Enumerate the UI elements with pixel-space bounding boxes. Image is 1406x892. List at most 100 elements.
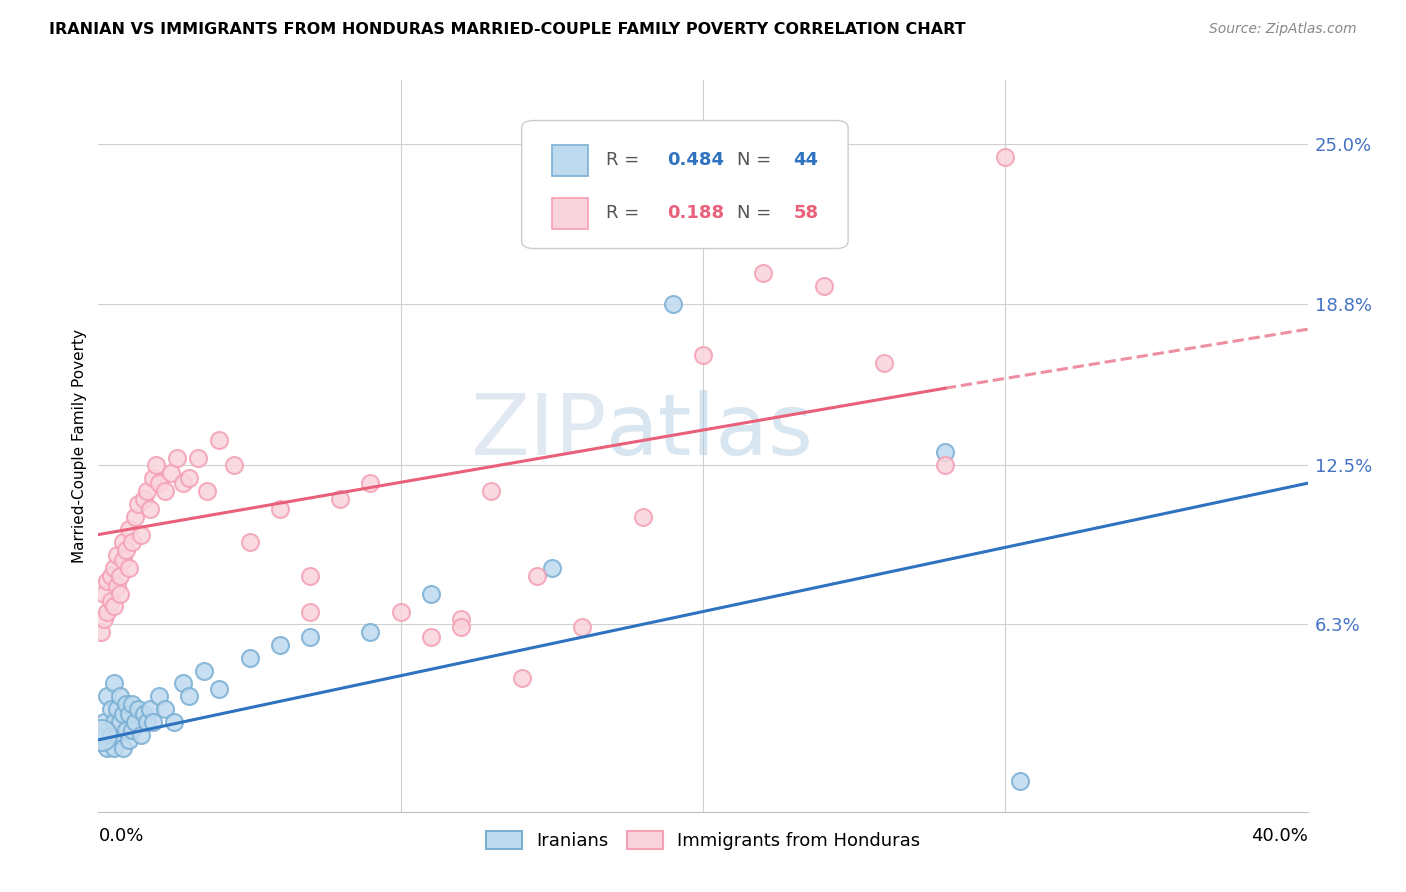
Point <box>187 450 209 465</box>
Point <box>360 476 382 491</box>
Point <box>103 714 125 729</box>
Point <box>994 150 1017 164</box>
Point <box>129 728 152 742</box>
Point <box>148 476 170 491</box>
Point <box>103 599 125 614</box>
Point <box>105 702 128 716</box>
Point <box>100 702 122 716</box>
Point <box>103 676 125 690</box>
Bar <box>551 145 588 176</box>
Point <box>450 620 472 634</box>
Point <box>208 681 231 696</box>
Text: N =: N = <box>737 151 770 169</box>
Point <box>96 690 118 704</box>
Point <box>124 509 146 524</box>
Bar <box>551 198 588 229</box>
Point <box>510 671 533 685</box>
Point <box>127 497 149 511</box>
Point <box>96 740 118 755</box>
Point <box>1010 773 1032 788</box>
Point <box>145 458 167 473</box>
Point <box>571 620 593 634</box>
Point <box>208 433 231 447</box>
Point <box>661 296 683 310</box>
Point <box>108 586 131 600</box>
Point <box>108 690 131 704</box>
Y-axis label: Married-Couple Family Poverty: Married-Couple Family Poverty <box>72 329 87 563</box>
Point <box>160 466 183 480</box>
Point <box>118 732 141 747</box>
Point <box>813 278 835 293</box>
Point <box>179 471 201 485</box>
Point <box>873 355 896 369</box>
Point <box>105 548 128 562</box>
Text: N =: N = <box>737 204 770 222</box>
Point <box>114 543 136 558</box>
Point <box>121 535 143 549</box>
Point <box>526 568 548 582</box>
Point <box>100 728 122 742</box>
Point <box>103 561 125 575</box>
Point <box>100 594 122 608</box>
Point <box>142 714 165 729</box>
Point <box>132 707 155 722</box>
Point <box>420 630 443 644</box>
Text: atlas: atlas <box>606 390 814 473</box>
Point <box>93 612 115 626</box>
Point <box>111 740 134 755</box>
Point <box>163 714 186 729</box>
Point <box>752 266 775 280</box>
Text: R =: R = <box>606 204 640 222</box>
Text: 0.484: 0.484 <box>666 151 724 169</box>
Text: Source: ZipAtlas.com: Source: ZipAtlas.com <box>1209 22 1357 37</box>
Point <box>90 728 112 742</box>
Point <box>299 605 322 619</box>
Point <box>450 612 472 626</box>
Point <box>108 568 131 582</box>
Point <box>105 728 128 742</box>
Point <box>100 568 122 582</box>
Point <box>172 676 194 690</box>
Point <box>299 630 322 644</box>
Point <box>195 483 218 498</box>
Point <box>420 586 443 600</box>
Point <box>631 509 654 524</box>
Point <box>96 605 118 619</box>
Point <box>269 638 291 652</box>
Point <box>299 568 322 582</box>
Point <box>114 697 136 711</box>
Point <box>121 723 143 737</box>
Text: 58: 58 <box>793 204 818 222</box>
Point <box>193 664 215 678</box>
Point <box>111 707 134 722</box>
Point <box>105 579 128 593</box>
Point <box>111 553 134 567</box>
Point <box>127 702 149 716</box>
Point <box>153 702 176 716</box>
Point <box>239 650 262 665</box>
Point <box>934 445 956 459</box>
Text: 40.0%: 40.0% <box>1251 827 1308 845</box>
Point <box>103 740 125 755</box>
Point <box>540 561 562 575</box>
Point <box>481 483 503 498</box>
Text: R =: R = <box>606 151 640 169</box>
Text: 0.188: 0.188 <box>666 204 724 222</box>
Point <box>179 690 201 704</box>
Point <box>124 714 146 729</box>
Point <box>139 501 162 516</box>
Point <box>269 501 291 516</box>
Point <box>172 476 194 491</box>
Point <box>139 702 162 716</box>
Point <box>93 586 115 600</box>
Point <box>129 527 152 541</box>
Point <box>224 458 246 473</box>
Text: IRANIAN VS IMMIGRANTS FROM HONDURAS MARRIED-COUPLE FAMILY POVERTY CORRELATION CH: IRANIAN VS IMMIGRANTS FROM HONDURAS MARR… <box>49 22 966 37</box>
FancyBboxPatch shape <box>522 120 848 249</box>
Point <box>135 714 157 729</box>
Legend: Iranians, Immigrants from Honduras: Iranians, Immigrants from Honduras <box>478 823 928 857</box>
Point <box>135 483 157 498</box>
Text: ZIP: ZIP <box>470 390 606 473</box>
Point <box>90 728 112 742</box>
Point <box>166 450 188 465</box>
